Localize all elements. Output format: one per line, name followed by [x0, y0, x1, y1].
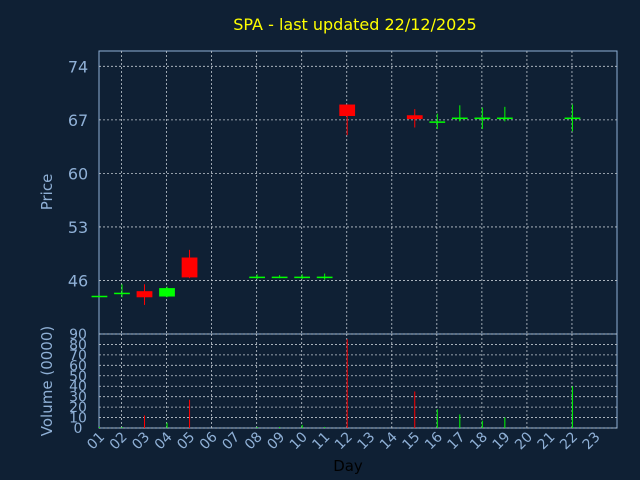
grid-lines — [99, 51, 617, 429]
volume-tick-label: 30 — [69, 390, 87, 406]
x-tick-label: 20 — [512, 429, 536, 453]
x-tick-label: 18 — [467, 429, 491, 453]
x-tick-label: 04 — [152, 429, 176, 453]
volume-tick-label: 50 — [69, 369, 87, 385]
volume-bars — [98, 339, 573, 428]
x-tick-label: 23 — [580, 429, 604, 453]
x-tick-label: 03 — [129, 429, 153, 453]
x-tick-label: 15 — [400, 429, 424, 453]
volume-tick-label: 10 — [69, 411, 87, 427]
x-tick-label: 21 — [535, 429, 559, 453]
volume-axis-label: Volume (0000) — [38, 326, 56, 436]
candle-body — [564, 117, 581, 120]
x-tick-label: 10 — [287, 429, 311, 453]
candle-body — [249, 276, 265, 279]
x-tick-label: 13 — [354, 429, 378, 453]
volume-tick-label: 20 — [69, 400, 87, 416]
volume-panel-frame — [98, 333, 618, 429]
candle-body — [451, 117, 468, 120]
x-tick-label: 01 — [84, 429, 108, 453]
x-tick-label: 19 — [490, 429, 514, 453]
volume-tick-label: 60 — [69, 358, 87, 374]
x-axis-label: Day — [333, 457, 363, 475]
x-tick-label: 11 — [309, 429, 333, 453]
x-tick-label: 09 — [264, 429, 288, 453]
price-tick-label: 60 — [68, 164, 88, 183]
x-tick-label: 16 — [422, 429, 446, 453]
price-tick-label: 46 — [68, 271, 88, 290]
volume-tick-label: 40 — [69, 379, 87, 395]
volume-tick-label: 70 — [69, 348, 87, 364]
x-tick-label: 07 — [219, 429, 243, 453]
x-tick-label: 06 — [197, 429, 221, 453]
candle-body — [181, 257, 198, 278]
price-tick-label: 74 — [68, 57, 88, 76]
price-panel-frame — [98, 50, 618, 335]
candle-body — [316, 276, 333, 279]
x-ticks: 0102030405060708091011121314151617181920… — [84, 429, 603, 453]
volume-tick-label: 90 — [69, 327, 87, 343]
chart-title: SPA - last updated 22/12/2025 — [233, 15, 476, 34]
candle-body — [159, 288, 175, 297]
candle-body — [339, 104, 356, 117]
candle-body — [136, 291, 153, 298]
candle-body — [429, 121, 446, 123]
x-tick-label: 22 — [557, 429, 581, 453]
price-tick-label: 53 — [68, 218, 88, 237]
price-axis-label: Price — [38, 174, 56, 211]
volume-tick-label: 80 — [69, 337, 87, 353]
price-y-ticks: 46 53 60 67 74 — [68, 57, 88, 290]
candle-body — [496, 117, 513, 120]
candle-body — [406, 115, 423, 120]
x-tick-label: 05 — [174, 429, 198, 453]
x-tick-label: 17 — [445, 429, 469, 453]
x-tick-label: 12 — [332, 429, 356, 453]
x-tick-label: 02 — [107, 429, 131, 453]
candle-body — [474, 117, 491, 120]
x-tick-label: 14 — [377, 429, 401, 453]
candle-body — [294, 276, 311, 279]
candle-body — [271, 276, 288, 279]
volume-tick-label: 0 — [74, 421, 83, 437]
price-tick-label: 67 — [68, 111, 88, 130]
candle-body — [91, 295, 108, 298]
x-tick-label: 08 — [242, 429, 266, 453]
candle-body — [114, 292, 130, 295]
candles — [91, 104, 581, 305]
